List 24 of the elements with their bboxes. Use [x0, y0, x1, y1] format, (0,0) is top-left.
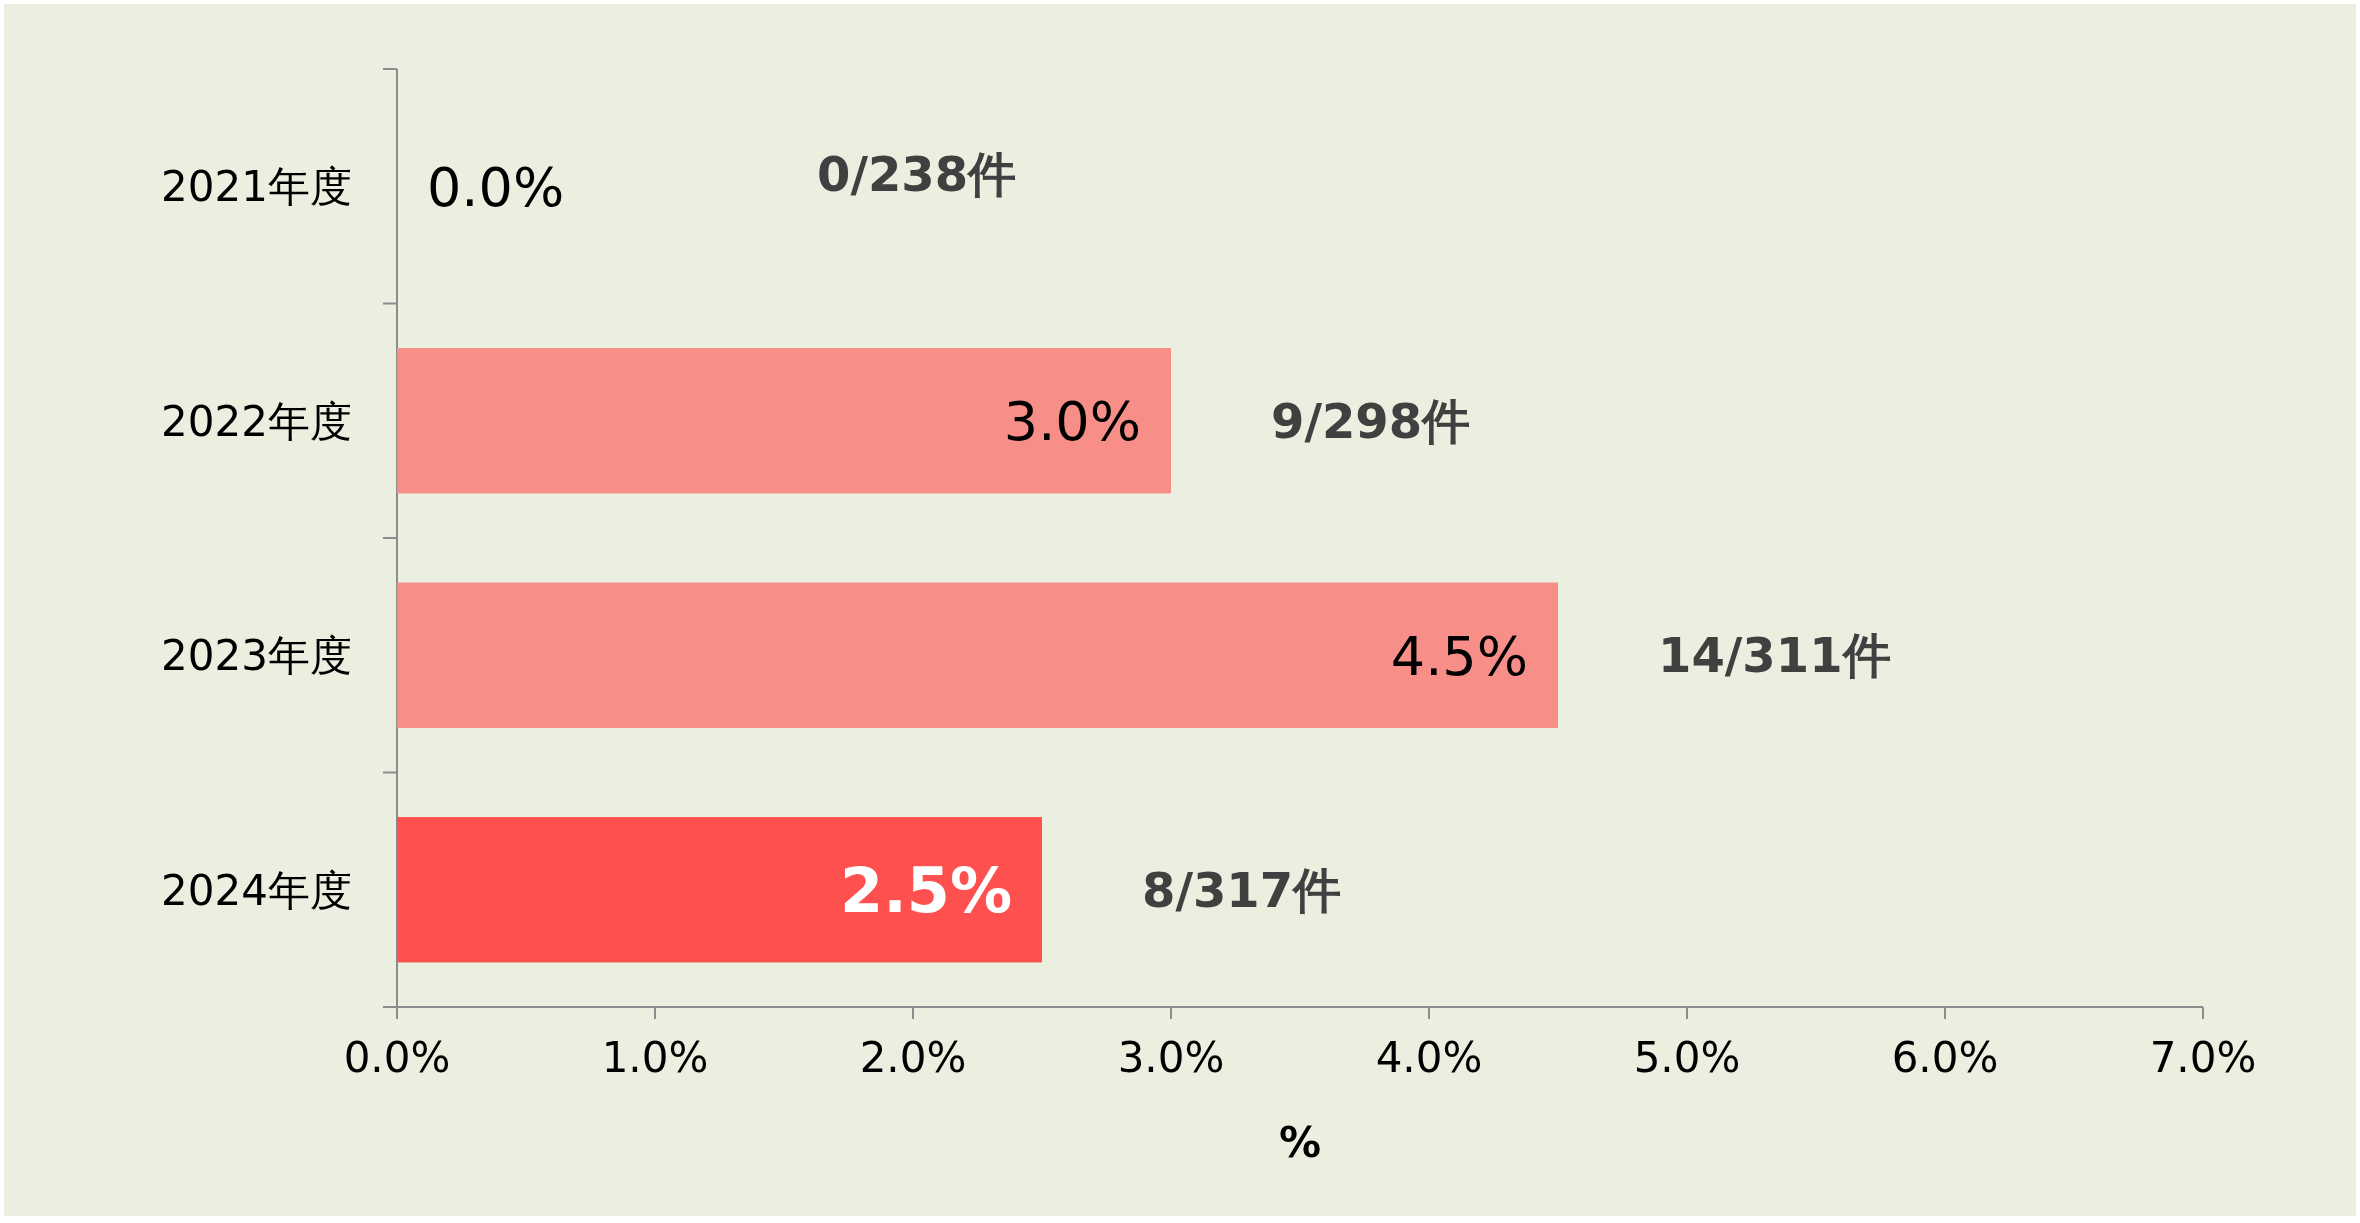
x-tick-label: 7.0% [2149, 1033, 2257, 1082]
x-tick-label: 1.0% [601, 1033, 709, 1082]
annotation: 0/238件 [817, 146, 1017, 203]
bar [397, 582, 1558, 728]
bar [397, 817, 1042, 963]
y-tick-label: 2022年度 [161, 396, 352, 446]
y-tick-label: 2021年度 [161, 162, 352, 212]
bar [397, 348, 1171, 494]
data-label: 2.5% [840, 854, 1012, 928]
x-tick-label: 3.0% [1117, 1033, 1225, 1082]
annotation: 14/311件 [1658, 627, 1891, 684]
x-tick-label: 5.0% [1633, 1033, 1741, 1082]
x-tick-label: 0.0% [343, 1033, 451, 1082]
y-tick-label: 2023年度 [161, 631, 352, 681]
x-axis-title: % [1278, 1118, 1322, 1167]
y-tick-label: 2024年度 [161, 865, 352, 915]
data-label: 3.0% [1003, 390, 1141, 454]
x-tick-label: 4.0% [1375, 1033, 1483, 1082]
annotation: 9/298件 [1271, 392, 1471, 449]
annotation: 8/317件 [1142, 861, 1342, 918]
data-label: 0.0% [427, 155, 565, 219]
x-tick-label: 6.0% [1891, 1033, 1999, 1082]
x-tick-label: 2.0% [859, 1033, 967, 1082]
data-label: 4.5% [1390, 624, 1528, 688]
